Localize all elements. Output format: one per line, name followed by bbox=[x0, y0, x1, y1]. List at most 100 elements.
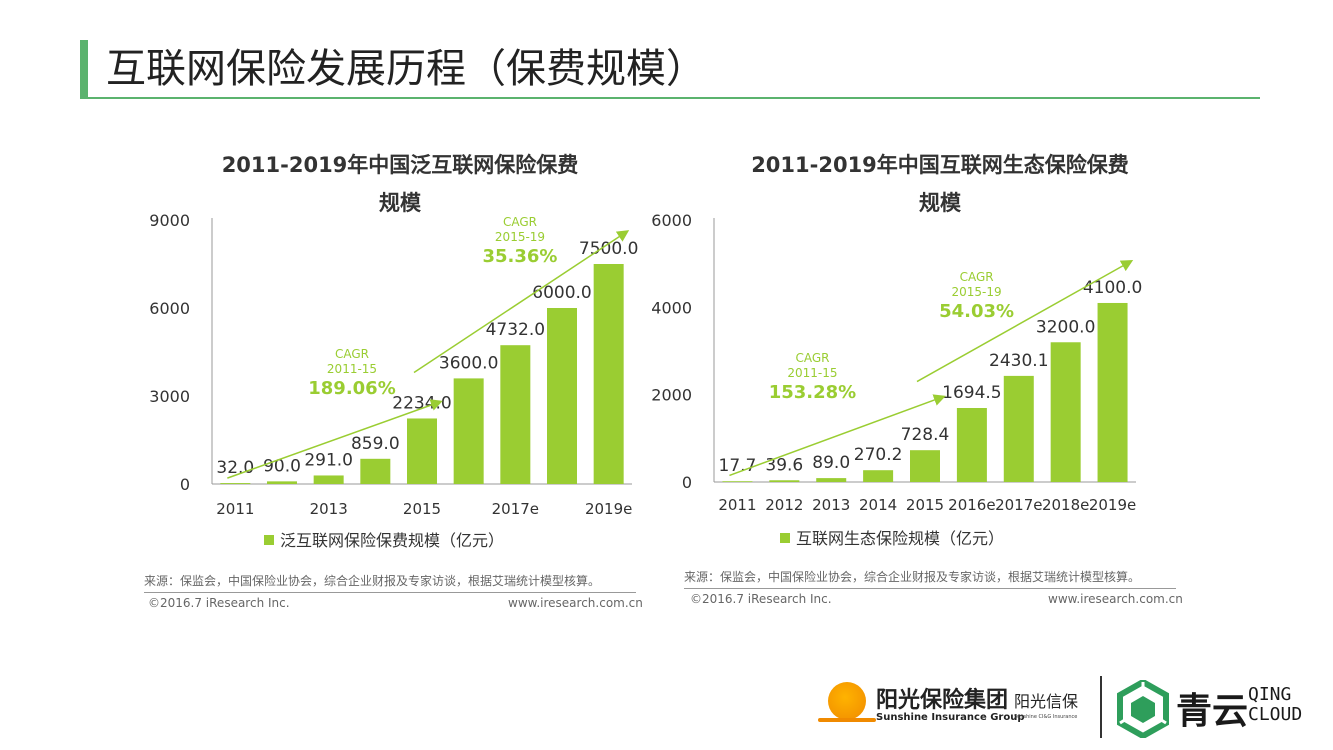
source-divider bbox=[684, 588, 1176, 589]
chart-title-line2: 规模 bbox=[379, 191, 421, 215]
bar bbox=[769, 480, 800, 482]
cagr-period: 2015-19 bbox=[495, 230, 545, 244]
cagr-period: 2015-19 bbox=[952, 285, 1002, 299]
value-label: 4100.0 bbox=[1083, 278, 1142, 298]
value-label: 2234.0 bbox=[392, 393, 451, 413]
copyright: ©2016.7 iResearch Inc. bbox=[148, 596, 290, 610]
source-url: www.iresearch.com.cn bbox=[1048, 592, 1183, 606]
bar bbox=[453, 378, 484, 484]
sunshine-credit-brand-cn: 阳光信保 bbox=[1014, 692, 1079, 711]
bar bbox=[500, 345, 531, 484]
y-tick-label: 9000 bbox=[149, 211, 190, 230]
cagr-label: CAGR bbox=[503, 215, 537, 229]
chart-pan-internet-insurance: 2011-2019年中国泛互联网保险保费 规模 0 3000 6000 9000 32.… bbox=[140, 140, 660, 620]
bar bbox=[593, 264, 624, 484]
source-url: www.iresearch.com.cn bbox=[508, 596, 643, 610]
x-tick-label: 2019e bbox=[1089, 496, 1136, 514]
cagr-arrow bbox=[227, 399, 443, 479]
legend-label: 泛互联网保险保费规模（亿元） bbox=[280, 531, 504, 550]
cagr-value: 54.03% bbox=[939, 301, 1014, 322]
cagr-value: 153.28% bbox=[769, 382, 857, 403]
cagr-label: CAGR bbox=[795, 351, 829, 365]
value-label: 6000.0 bbox=[532, 283, 591, 303]
value-label: 89.0 bbox=[812, 453, 850, 473]
logo-divider bbox=[1100, 676, 1102, 738]
value-label: 728.4 bbox=[901, 425, 950, 445]
cagr-value: 189.06% bbox=[308, 378, 396, 399]
bar bbox=[547, 308, 577, 484]
sunshine-sun-icon bbox=[828, 682, 866, 720]
chart-ecosystem-internet-insurance: 2011-2019年中国互联网生态保险保费 规模 0 2000 4000 6000 17… bbox=[651, 140, 1200, 620]
x-tick-label: 2018e bbox=[1042, 496, 1089, 514]
value-label: 1694.5 bbox=[942, 383, 1001, 403]
cagr-arrow bbox=[729, 394, 946, 477]
value-label: 4732.0 bbox=[486, 320, 545, 340]
bar bbox=[1097, 302, 1128, 482]
x-tick-label: 2013 bbox=[310, 500, 348, 518]
chart-title-line2: 规模 bbox=[919, 191, 961, 215]
x-tick-label: 2011 bbox=[216, 500, 254, 518]
source-divider bbox=[144, 592, 636, 593]
value-label: 3200.0 bbox=[1036, 317, 1095, 337]
value-label: 2430.1 bbox=[989, 351, 1048, 371]
cagr-period: 2011-15 bbox=[327, 362, 377, 376]
x-tick-label: 2015 bbox=[906, 496, 944, 514]
cagr-period: 2011-15 bbox=[787, 366, 837, 380]
x-tick-label: 2016e bbox=[948, 496, 995, 514]
bar bbox=[1003, 375, 1034, 482]
bar bbox=[722, 481, 753, 482]
chart-plot: 0 2000 4000 6000 17.7 2011 39.6 2012 89.0 2013 270… bbox=[651, 211, 1142, 548]
x-tick-label: 2011 bbox=[718, 496, 756, 514]
sunshine-brand-cn: 阳光保险集团 bbox=[876, 688, 1009, 713]
x-tick-label: 2019e bbox=[585, 500, 632, 518]
value-label: 7500.0 bbox=[579, 239, 638, 259]
y-tick-label: 3000 bbox=[149, 387, 190, 406]
qingcloud-hexagon-icon bbox=[1117, 680, 1169, 738]
cagr-arrow bbox=[916, 260, 1134, 383]
value-label: 3600.0 bbox=[439, 353, 498, 373]
bar bbox=[313, 475, 344, 484]
y-tick-label: 0 bbox=[180, 475, 190, 494]
value-label: 291.0 bbox=[304, 450, 353, 470]
x-tick-label: 2017e bbox=[492, 500, 539, 518]
page-title: 互联网保险发展历程（保费规模） bbox=[106, 46, 706, 92]
chart-plot: 0 3000 6000 9000 32.0 2011 90.0 291.0 2013 859.0 2… bbox=[149, 211, 638, 550]
y-tick-label: 6000 bbox=[651, 211, 692, 230]
qingcloud-brand-en-line1: QING bbox=[1248, 684, 1292, 705]
value-label: 32.0 bbox=[216, 458, 254, 478]
footer-logos: 阳光保险集团 Sunshine Insurance Group 阳光信保 Sun… bbox=[810, 672, 1330, 747]
legend-label: 互联网生态保险规模（亿元） bbox=[796, 529, 1004, 548]
title-accent-bar bbox=[80, 40, 88, 97]
bar bbox=[267, 481, 297, 484]
x-tick-label: 2017e bbox=[995, 496, 1042, 514]
value-label: 39.6 bbox=[765, 455, 803, 475]
y-tick-label: 4000 bbox=[651, 298, 692, 317]
legend-swatch bbox=[264, 535, 274, 545]
qingcloud-brand-cn: 青云 bbox=[1176, 691, 1249, 732]
copyright: ©2016.7 iResearch Inc. bbox=[690, 592, 832, 606]
bar bbox=[407, 418, 437, 484]
sunshine-horizon-icon bbox=[818, 718, 876, 722]
chart-source: 来源：保监会，中国保险业协会，综合企业财报及专家访谈，根据艾瑞统计模型核算。 bbox=[684, 570, 1141, 584]
bar bbox=[220, 483, 251, 484]
y-tick-label: 6000 bbox=[149, 299, 190, 318]
sunshine-brand-en: Sunshine Insurance Group bbox=[876, 712, 1025, 723]
chart-title-line1: 2011-2019年中国泛互联网保险保费 bbox=[221, 153, 579, 177]
y-tick-label: 2000 bbox=[651, 386, 692, 405]
x-tick-label: 2013 bbox=[812, 496, 850, 514]
sunshine-credit-brand-en: Sunshine CI&G Insurance bbox=[1014, 714, 1078, 720]
title-underline bbox=[80, 97, 1260, 99]
x-tick-label: 2014 bbox=[859, 496, 897, 514]
bar bbox=[956, 408, 987, 482]
bar bbox=[816, 478, 847, 482]
x-tick-label: 2012 bbox=[765, 496, 803, 514]
qingcloud-brand-en-line2: CLOUD bbox=[1248, 704, 1303, 725]
y-tick-label: 0 bbox=[682, 473, 692, 492]
chart-source: 来源：保监会，中国保险业协会，综合企业财报及专家访谈，根据艾瑞统计模型核算。 bbox=[144, 574, 601, 588]
cagr-arrow bbox=[413, 230, 630, 374]
value-label: 90.0 bbox=[263, 456, 301, 476]
bar bbox=[910, 450, 940, 482]
cagr-label: CAGR bbox=[335, 347, 369, 361]
cagr-value: 35.36% bbox=[483, 246, 558, 267]
value-label: 17.7 bbox=[719, 456, 757, 476]
